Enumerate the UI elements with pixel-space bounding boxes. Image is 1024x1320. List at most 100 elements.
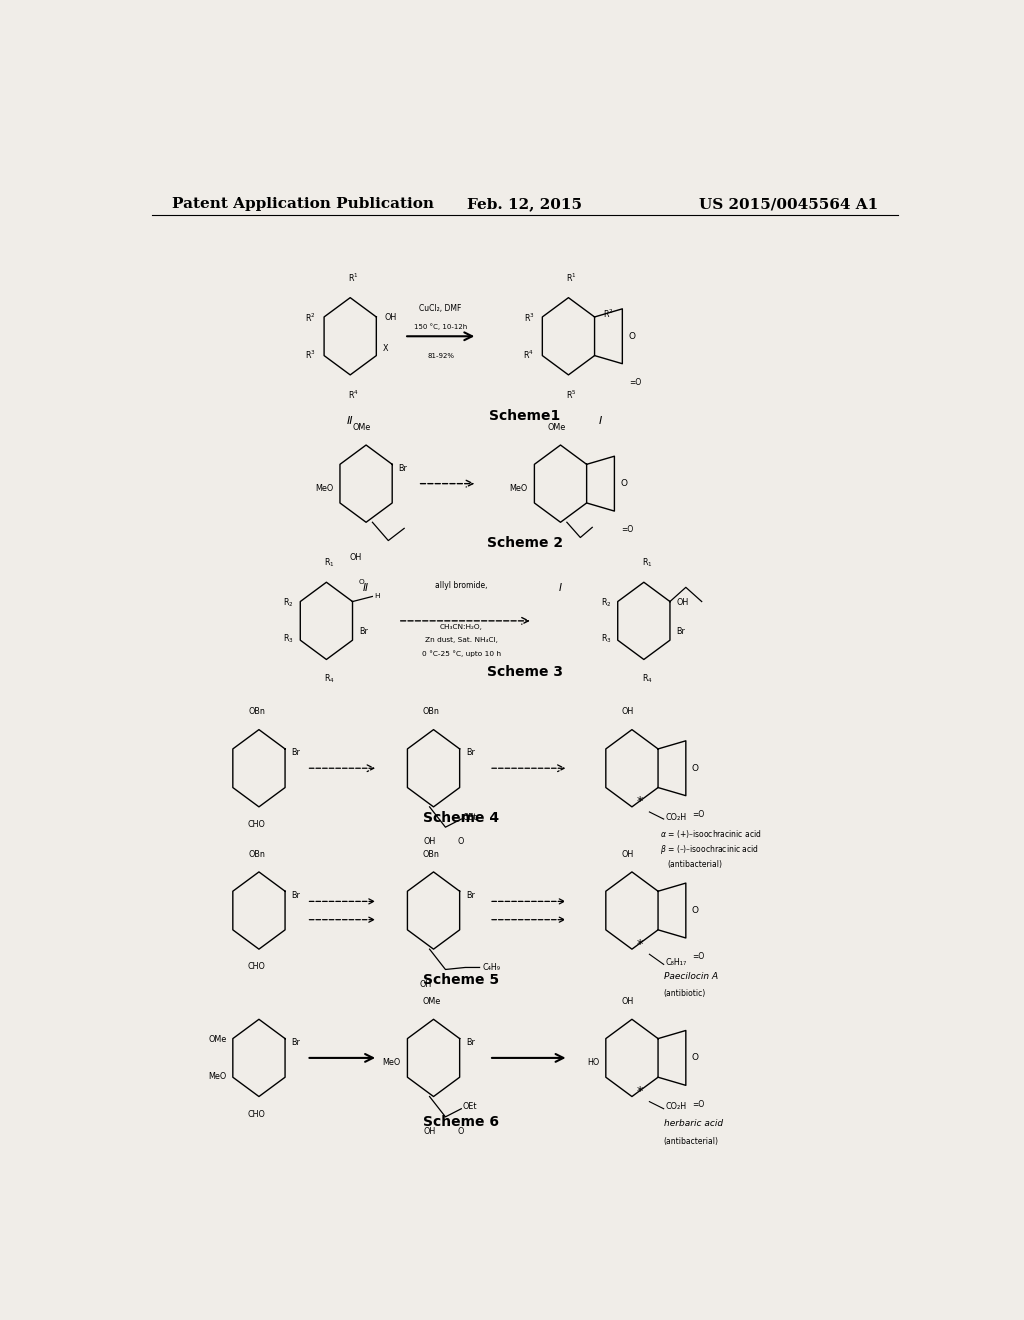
Text: O: O	[458, 837, 464, 846]
Text: CHO: CHO	[248, 820, 265, 829]
Text: MeO: MeO	[208, 1072, 226, 1081]
Text: R$^2$: R$^2$	[602, 308, 613, 321]
Text: 150 °C, 10-12h: 150 °C, 10-12h	[414, 323, 467, 330]
Text: C₈H₁₇: C₈H₁₇	[666, 958, 686, 966]
Text: R$_4$: R$_4$	[642, 673, 652, 685]
Text: OBn: OBn	[423, 708, 439, 717]
Text: Patent Application Publication: Patent Application Publication	[172, 197, 433, 211]
Text: R$^5$: R$^5$	[566, 388, 577, 400]
Text: R$^1$: R$^1$	[348, 272, 358, 284]
Text: II: II	[364, 583, 369, 593]
Text: Paecilocin A: Paecilocin A	[664, 972, 718, 981]
Text: H: H	[375, 594, 380, 599]
Text: OBn: OBn	[248, 850, 265, 859]
Text: MeO: MeO	[315, 484, 334, 494]
Text: Br: Br	[466, 891, 475, 900]
Text: Br: Br	[292, 891, 300, 900]
Text: R$^4$: R$^4$	[348, 388, 358, 400]
Text: OMe: OMe	[208, 1035, 226, 1044]
Text: O: O	[692, 1053, 698, 1063]
Text: OH: OH	[622, 850, 634, 859]
Text: R$_3$: R$_3$	[283, 632, 294, 645]
Text: OH: OH	[424, 837, 435, 846]
Text: X: X	[383, 345, 388, 352]
Text: Scheme 4: Scheme 4	[423, 810, 500, 825]
Text: OBn: OBn	[423, 850, 439, 859]
Text: O: O	[621, 479, 628, 488]
Text: R$^3$: R$^3$	[523, 312, 535, 325]
Text: R$_1$: R$_1$	[325, 557, 335, 569]
Text: CO₂H: CO₂H	[666, 813, 686, 821]
Text: 81-92%: 81-92%	[427, 352, 455, 359]
Text: OH: OH	[622, 997, 634, 1006]
Text: O: O	[629, 331, 635, 341]
Text: Br: Br	[292, 748, 300, 758]
Text: OH: OH	[622, 708, 634, 717]
Text: MeO: MeO	[383, 1059, 401, 1068]
Text: OH: OH	[424, 1127, 435, 1137]
Text: =O: =O	[692, 810, 705, 818]
Text: II: II	[347, 416, 353, 425]
Text: Feb. 12, 2015: Feb. 12, 2015	[467, 197, 583, 211]
Text: Scheme1: Scheme1	[489, 409, 560, 422]
Text: O: O	[358, 579, 365, 585]
Text: Br: Br	[466, 748, 475, 758]
Text: (antibacterial): (antibacterial)	[664, 1137, 719, 1146]
Text: R$_2$: R$_2$	[601, 597, 611, 609]
Text: O: O	[458, 1127, 464, 1137]
Text: US 2015/0045564 A1: US 2015/0045564 A1	[698, 197, 878, 211]
Text: C₄H₉: C₄H₉	[482, 964, 501, 972]
Text: I: I	[599, 416, 602, 425]
Text: Br: Br	[292, 1038, 300, 1047]
Text: OMe: OMe	[422, 997, 440, 1006]
Text: =O: =O	[692, 952, 705, 961]
Text: allyl bromide,: allyl bromide,	[435, 581, 487, 590]
Text: OH: OH	[420, 979, 432, 989]
Text: R$_4$: R$_4$	[325, 673, 335, 685]
Text: HO: HO	[587, 1059, 599, 1068]
Text: R$^1$: R$^1$	[566, 272, 577, 284]
Text: *: *	[637, 937, 643, 950]
Text: CHO: CHO	[248, 962, 265, 972]
Text: herbaric acid: herbaric acid	[664, 1119, 723, 1129]
Text: Br: Br	[398, 463, 408, 473]
Text: (antibiotic): (antibiotic)	[664, 990, 706, 998]
Text: CHO: CHO	[248, 1110, 265, 1119]
Text: R$_3$: R$_3$	[600, 632, 611, 645]
Text: Scheme 5: Scheme 5	[423, 973, 500, 986]
Text: R$_2$: R$_2$	[284, 597, 294, 609]
Text: OH: OH	[384, 313, 396, 322]
Text: CO₂H: CO₂H	[666, 1102, 686, 1111]
Text: R$_1$: R$_1$	[642, 557, 652, 569]
Text: OH: OH	[350, 553, 362, 562]
Text: MeO: MeO	[510, 484, 528, 494]
Text: O: O	[692, 764, 698, 772]
Text: $\alpha$ = (+)–isoochracinic acid: $\alpha$ = (+)–isoochracinic acid	[659, 829, 762, 841]
Text: CH₃CN:H₂O,: CH₃CN:H₂O,	[440, 624, 482, 630]
Text: I: I	[559, 583, 562, 593]
Text: CuCl₂, DMF: CuCl₂, DMF	[420, 304, 462, 313]
Text: O: O	[692, 906, 698, 915]
Text: R$^3$: R$^3$	[305, 348, 316, 360]
Text: $\beta$ = (–)–isoochracinic acid: $\beta$ = (–)–isoochracinic acid	[659, 843, 759, 857]
Text: Scheme 3: Scheme 3	[486, 665, 563, 678]
Text: 0 °C-25 °C, upto 10 h: 0 °C-25 °C, upto 10 h	[422, 651, 501, 657]
Text: Scheme 2: Scheme 2	[486, 536, 563, 549]
Text: (antibacterial): (antibacterial)	[668, 861, 723, 870]
Text: =O: =O	[621, 525, 633, 535]
Text: Br: Br	[677, 627, 685, 635]
Text: OMe: OMe	[548, 422, 565, 432]
Text: OBn: OBn	[248, 708, 265, 717]
Text: =O: =O	[692, 1100, 705, 1109]
Text: *: *	[637, 1085, 643, 1098]
Text: Scheme 6: Scheme 6	[423, 1115, 500, 1129]
Text: OEt: OEt	[463, 813, 477, 821]
Text: R$^4$: R$^4$	[523, 348, 535, 360]
Text: *: *	[637, 795, 643, 808]
Text: Br: Br	[359, 627, 368, 635]
Text: Zn dust, Sat. NH₄Cl,: Zn dust, Sat. NH₄Cl,	[425, 638, 498, 643]
Text: Br: Br	[466, 1038, 475, 1047]
Text: OEt: OEt	[463, 1102, 477, 1111]
Text: OH: OH	[677, 598, 688, 607]
Text: OMe: OMe	[353, 422, 372, 432]
